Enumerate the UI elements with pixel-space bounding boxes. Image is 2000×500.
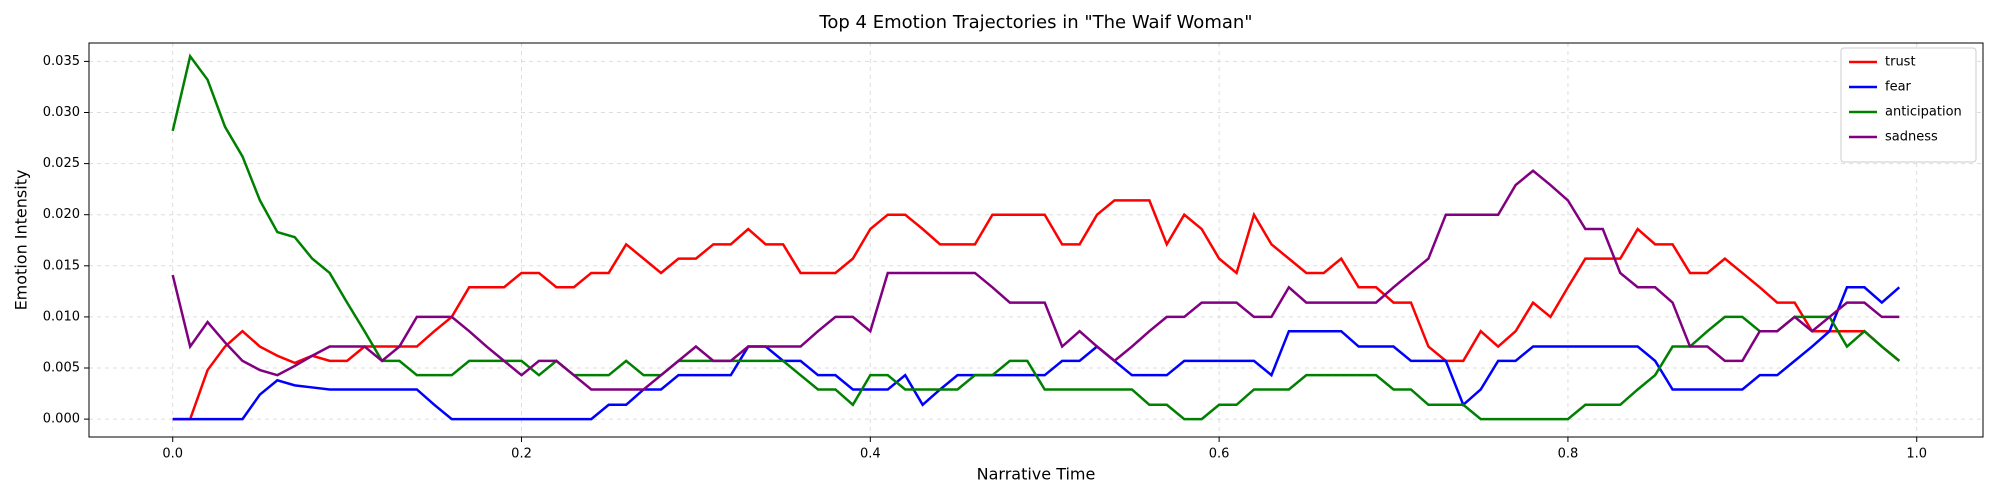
legend-label: sadness: [1885, 130, 1938, 145]
y-tick-label: 0.035: [43, 54, 80, 69]
x-tick-label: 0.4: [860, 447, 881, 462]
y-tick-label: 0.005: [43, 361, 80, 376]
y-tick-label: 0.020: [43, 207, 80, 222]
y-tick-label: 0.030: [43, 105, 80, 120]
legend-label: anticipation: [1885, 105, 1962, 120]
y-tick-label: 0.010: [43, 309, 80, 324]
x-tick-label: 1.0: [1906, 447, 1927, 462]
x-tick-label: 0.6: [1209, 447, 1230, 462]
plot-frame: [88, 42, 1984, 438]
legend-box: [1840, 47, 1977, 163]
legend-label: fear: [1885, 80, 1912, 95]
series-line: [172, 286, 1901, 421]
series-line: [171, 53, 1901, 421]
series-line: [172, 199, 1901, 421]
chart-title: Top 4 Emotion Trajectories in "The Waif …: [818, 12, 1252, 33]
y-tick-label: 0.015: [43, 258, 80, 273]
y-axis-label: Emotion Intensity: [12, 170, 31, 311]
series-line: [171, 169, 1900, 391]
y-tick-label: 0.000: [43, 412, 80, 427]
x-tick-label: 0.8: [1558, 447, 1579, 462]
x-tick-label: 0.2: [511, 447, 532, 462]
y-tick-label: 0.025: [43, 156, 80, 171]
x-tick-label: 0.0: [162, 447, 183, 462]
x-axis-label: Narrative Time: [977, 465, 1096, 484]
legend-label: trust: [1885, 55, 1916, 70]
